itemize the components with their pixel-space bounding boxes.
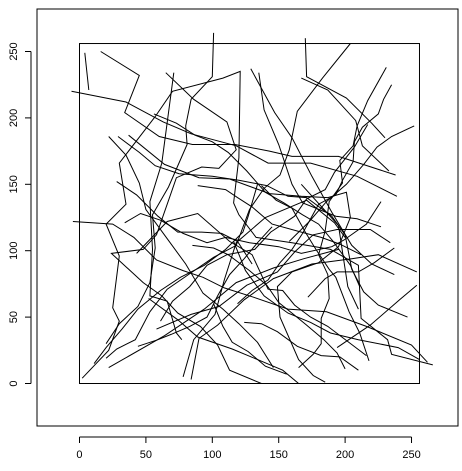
x-tick-label: 100 xyxy=(203,449,221,461)
series-line-40 xyxy=(192,244,346,370)
series-line-16 xyxy=(250,68,395,276)
reference-rectangle xyxy=(78,43,420,385)
series-line-9 xyxy=(110,72,262,384)
series-line-7 xyxy=(128,134,351,383)
series-line-25 xyxy=(156,229,391,330)
series-line-38 xyxy=(137,226,273,347)
y-tick-label: 50 xyxy=(8,311,20,323)
series-line-18 xyxy=(304,38,386,139)
series-line-27 xyxy=(108,136,274,368)
series-line-36 xyxy=(153,113,361,287)
y-tick-label: 150 xyxy=(8,175,20,193)
series-line-24 xyxy=(117,136,408,318)
x-tick-label: 250 xyxy=(402,449,420,461)
series-line-30 xyxy=(124,201,382,254)
x-tick-label: 150 xyxy=(270,449,288,461)
series-line-39 xyxy=(237,84,393,305)
series-line-26 xyxy=(233,241,420,361)
series-line-29 xyxy=(288,125,415,242)
series-line-3 xyxy=(100,51,396,176)
series-line-13 xyxy=(136,212,367,356)
x-tick-label: 0 xyxy=(76,449,82,461)
series-line-31 xyxy=(307,247,395,298)
series-line-33 xyxy=(244,321,359,371)
series-line-15 xyxy=(258,72,382,228)
x-tick-label: 50 xyxy=(140,449,152,461)
series-line-1 xyxy=(84,52,90,91)
y-axis: 0 50 100 150 200 250 xyxy=(8,42,32,387)
x-tick-label: 200 xyxy=(336,449,354,461)
series-line-11 xyxy=(190,254,418,380)
series-line-17 xyxy=(261,185,370,362)
y-tick-label: 100 xyxy=(8,242,20,260)
series-line-6 xyxy=(108,248,339,369)
series-line-4 xyxy=(72,221,428,363)
series-group xyxy=(71,32,433,384)
series-line-12 xyxy=(182,199,346,378)
series-line-20 xyxy=(105,43,351,359)
y-tick-label: 200 xyxy=(8,109,20,127)
series-line-37 xyxy=(213,303,287,375)
y-tick-label: 250 xyxy=(8,42,20,60)
series-line-14 xyxy=(105,32,215,344)
series-line-28 xyxy=(336,284,418,349)
series-line-21 xyxy=(298,67,387,368)
plot-frame xyxy=(36,8,459,427)
series-line-34 xyxy=(160,124,369,322)
y-tick-label: 0 xyxy=(8,380,20,386)
series-line-35 xyxy=(93,184,258,364)
series-line-19 xyxy=(301,77,390,172)
x-axis: 0 50 100 150 200 250 xyxy=(76,436,421,461)
